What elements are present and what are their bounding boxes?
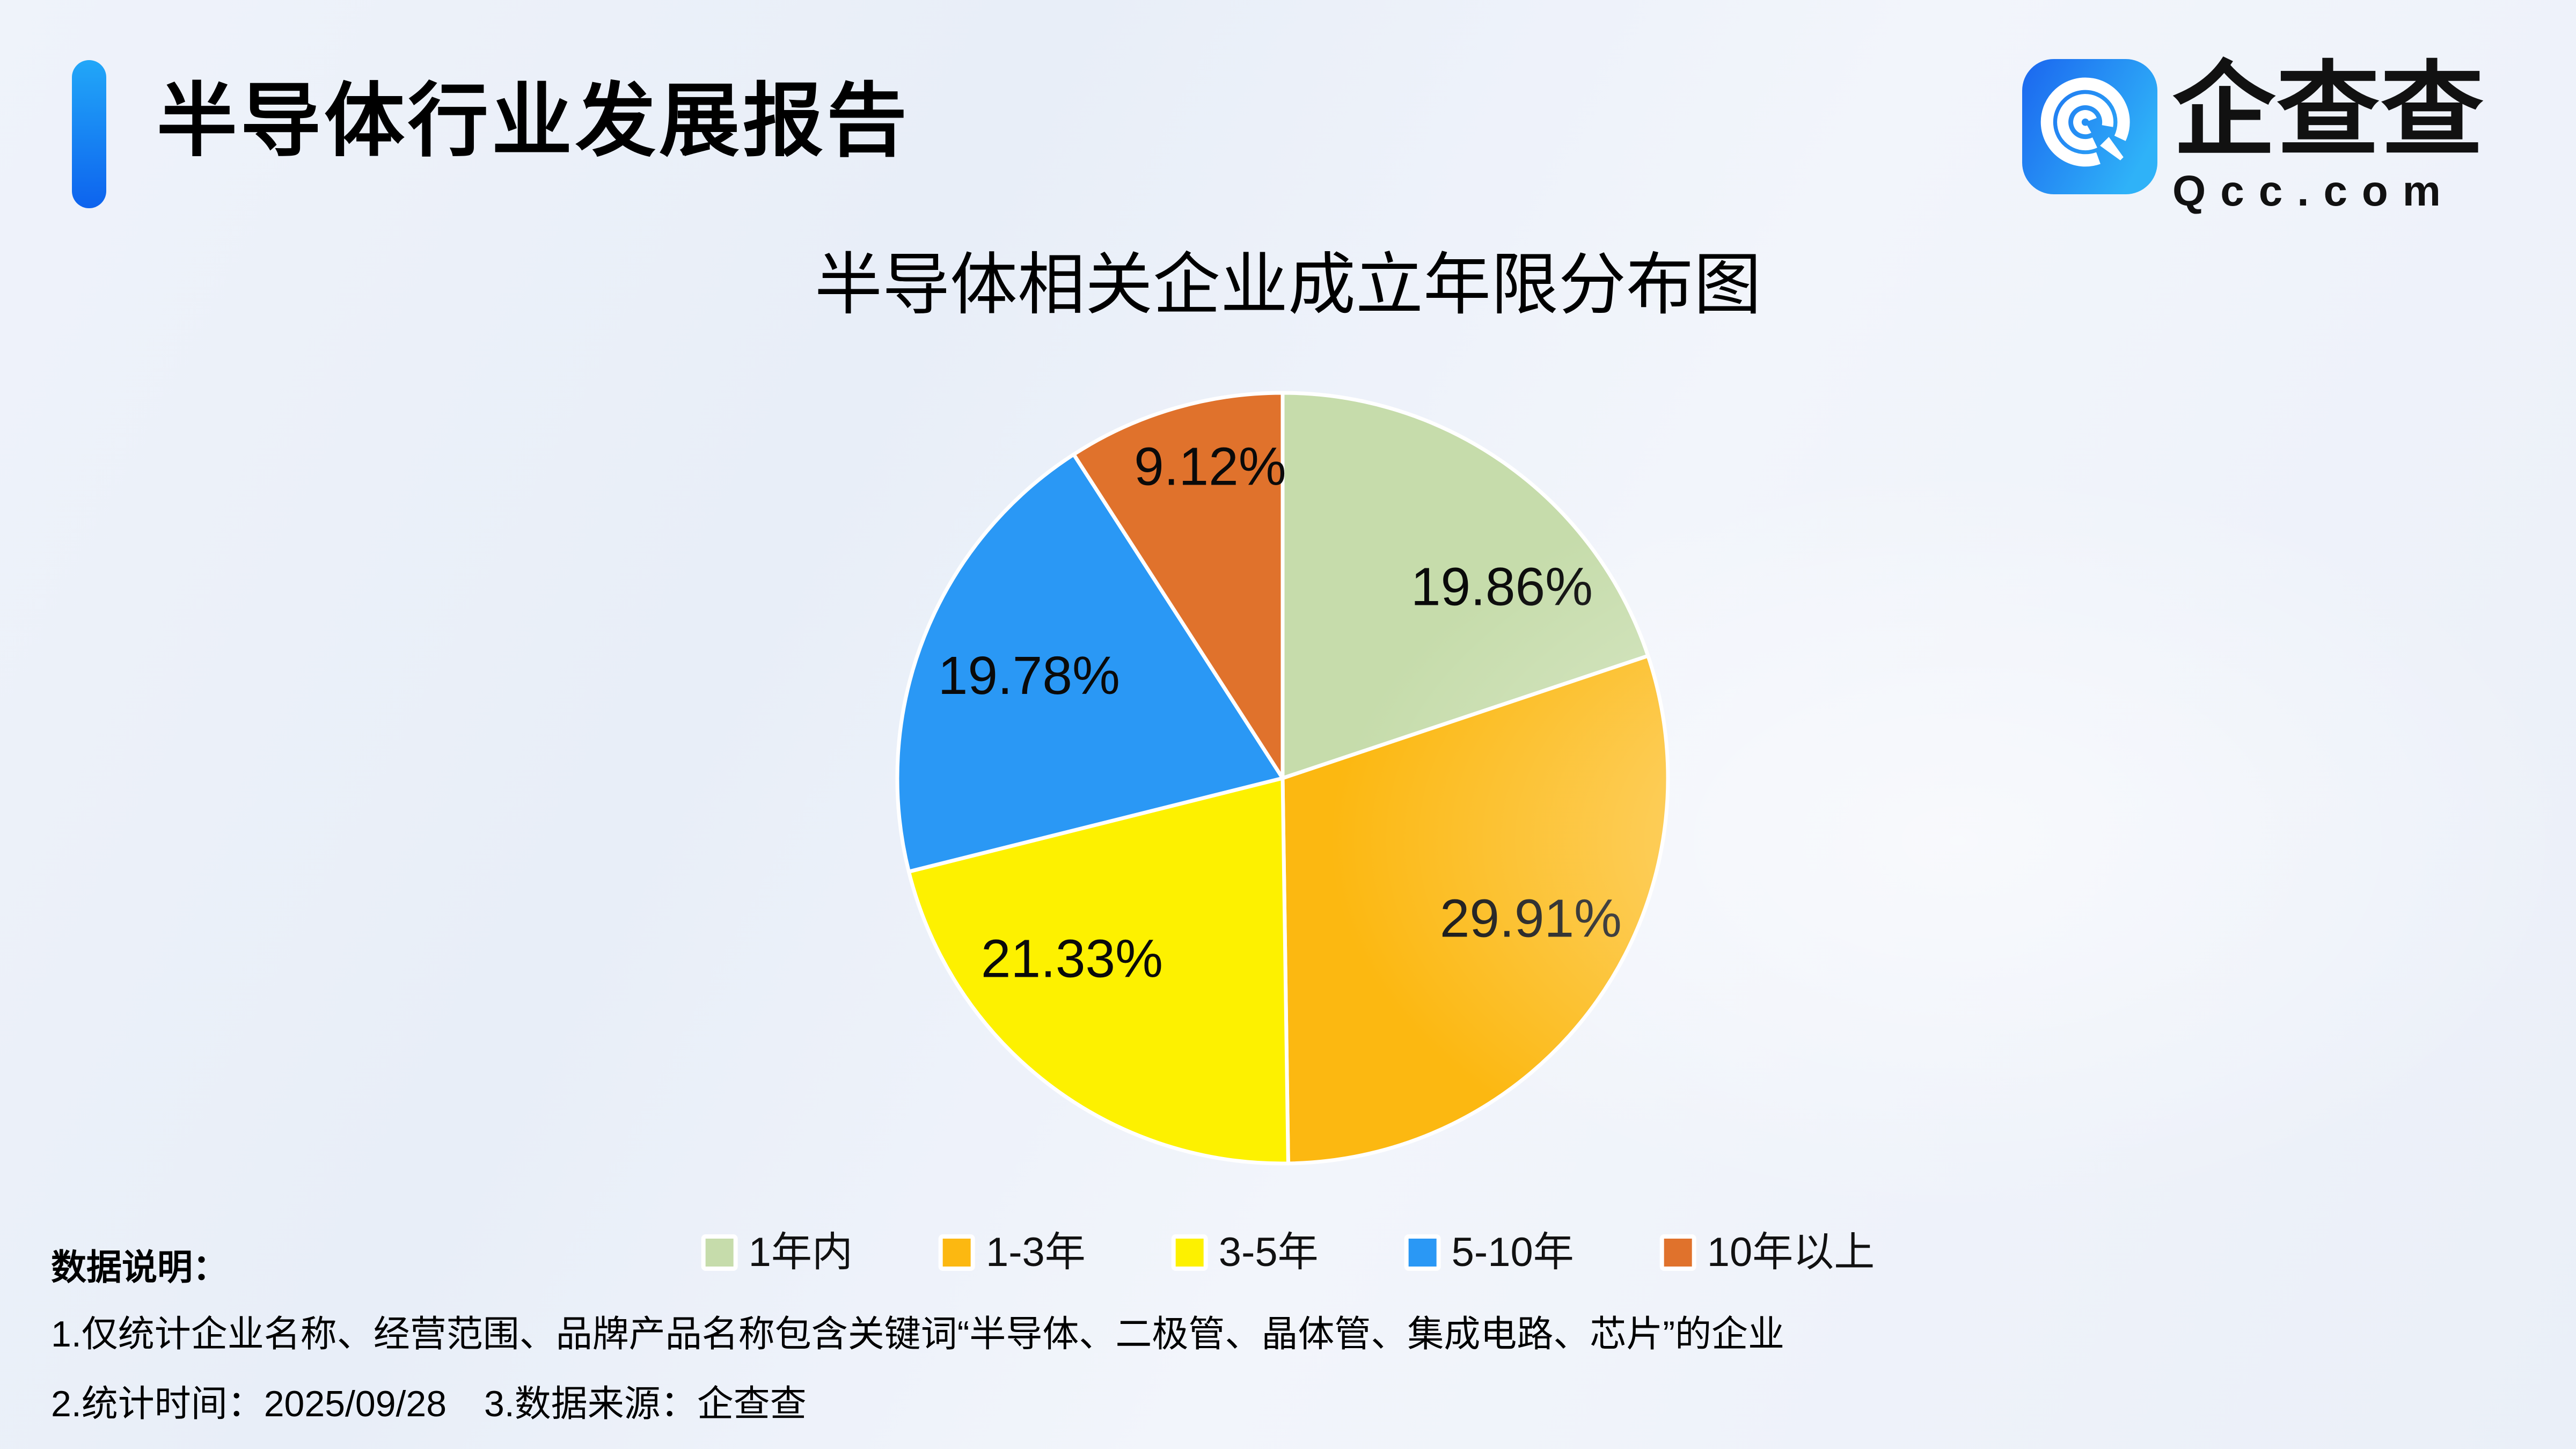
legend-label: 5-10年: [1451, 1230, 1574, 1275]
legend-swatch: [1171, 1234, 1208, 1271]
pie-slice-value-label: 19.86%: [1411, 557, 1593, 617]
pie-slice-4: [895, 452, 1285, 874]
pie-slice-5: [1072, 391, 1285, 780]
legend-item-5: 10年以上: [1659, 1230, 1875, 1275]
legend-swatch: [701, 1234, 738, 1271]
pie-slice-1: [1280, 391, 1650, 780]
chart-title: 半导体相关企业成立年限分布图: [815, 247, 1761, 323]
pie-slice-value-label: 9.12%: [1134, 437, 1286, 497]
legend-label: 1-3年: [985, 1230, 1086, 1275]
pie-slice-3: [906, 776, 1290, 1166]
legend-swatch: [1404, 1234, 1441, 1271]
title-accent-bar: [72, 60, 106, 208]
footnote-line1: 1.仅统计企业名称、经营范围、品牌产品名称包含关键词“半导体、二极管、晶体管、集…: [51, 1314, 1785, 1355]
qcc-logo: 企查查 Qcc.com: [2022, 59, 2485, 213]
pie-slice-value-label: 29.91%: [1440, 889, 1622, 949]
legend-swatch: [1659, 1234, 1696, 1271]
legend-item-2: 1-3年: [938, 1230, 1086, 1275]
footnote-line2: 2.统计时间：2025/09/28 3.数据来源：企查查: [51, 1386, 807, 1422]
pie-slice-2: [1280, 654, 1670, 1166]
legend-label: 10年以上: [1707, 1230, 1875, 1275]
footnote-heading: 数据说明：: [51, 1247, 228, 1287]
chart-legend: 1年内 1-3年 3-5年 5-10年 10年以上: [701, 1232, 1875, 1273]
pie-chart: 19.86% 29.91% 21.33% 19.78% 9.12%: [895, 391, 1670, 1166]
logo-brand-cn: 企查查: [2172, 53, 2485, 168]
pie-slice-value-label: 21.33%: [981, 928, 1163, 989]
page-title: 半导体行业发展报告: [157, 76, 911, 166]
qcc-logo-icon: [2022, 59, 2157, 194]
logo-brand-en: Qcc.com: [2172, 167, 2455, 215]
legend-item-1: 1年内: [701, 1232, 853, 1273]
legend-label: 1年内: [748, 1230, 853, 1275]
legend-swatch: [938, 1234, 975, 1271]
legend-item-3: 3-5年: [1171, 1230, 1319, 1275]
legend-label: 3-5年: [1218, 1230, 1319, 1275]
legend-item-4: 5-10年: [1404, 1232, 1574, 1273]
qcc-logo-text: 企查查 Qcc.com: [2172, 59, 2485, 213]
footnote-stat-time: 2.统计时间：2025/09/28: [51, 1384, 447, 1424]
pie-slice-value-label: 19.78%: [938, 646, 1120, 706]
footnote-data-source: 3.数据来源：企查查: [484, 1384, 807, 1424]
